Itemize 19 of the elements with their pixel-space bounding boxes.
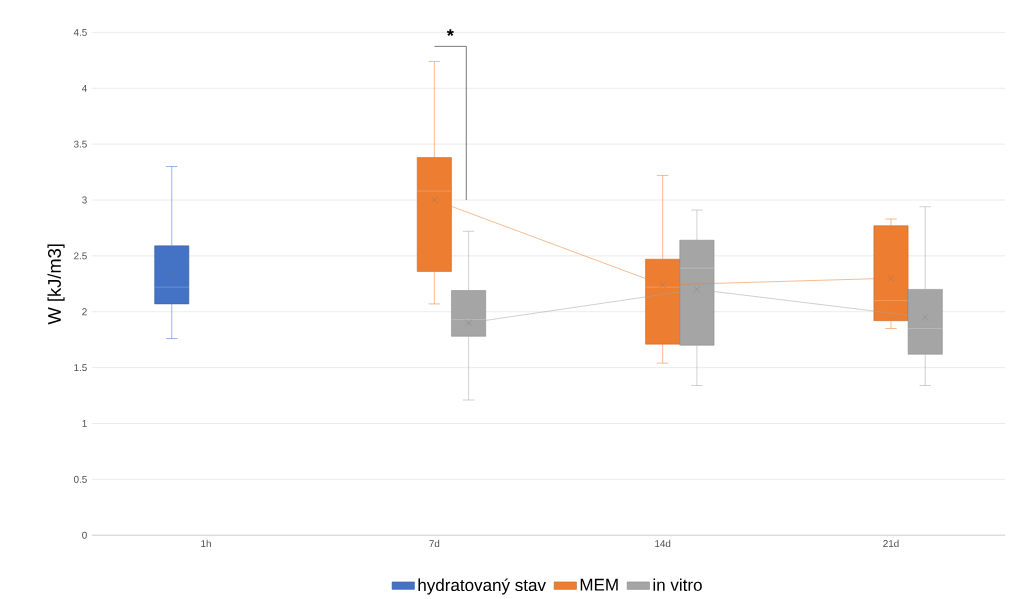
y-tick-label: 4	[81, 84, 87, 92]
y-tick-label: 1.5	[74, 364, 87, 372]
y-tick-label: 0.5	[73, 475, 87, 483]
y-tick-label: 3.5	[73, 140, 87, 148]
x-tick-label: 21d	[883, 539, 899, 548]
y-axis-title: W [kJ/m3]	[47, 244, 65, 325]
x-tick-label: 14d	[655, 539, 671, 548]
y-tick-label: 0	[82, 531, 87, 539]
y-tick-label: 4.5	[73, 28, 87, 36]
y-tick-label: 2	[82, 308, 87, 316]
y-tick-label: 2.5	[74, 252, 87, 260]
x-tick-label: 1h	[201, 539, 211, 547]
y-tick-label: 3	[82, 196, 87, 204]
y-tick-label: 1	[82, 420, 87, 427]
legend-label: hydratovaný stav	[418, 578, 546, 595]
annotation: *	[446, 29, 454, 36]
legend-label: in vitro	[653, 578, 702, 591]
legend-label: MEM	[580, 578, 618, 591]
x-tick-label: 7d	[429, 539, 440, 548]
